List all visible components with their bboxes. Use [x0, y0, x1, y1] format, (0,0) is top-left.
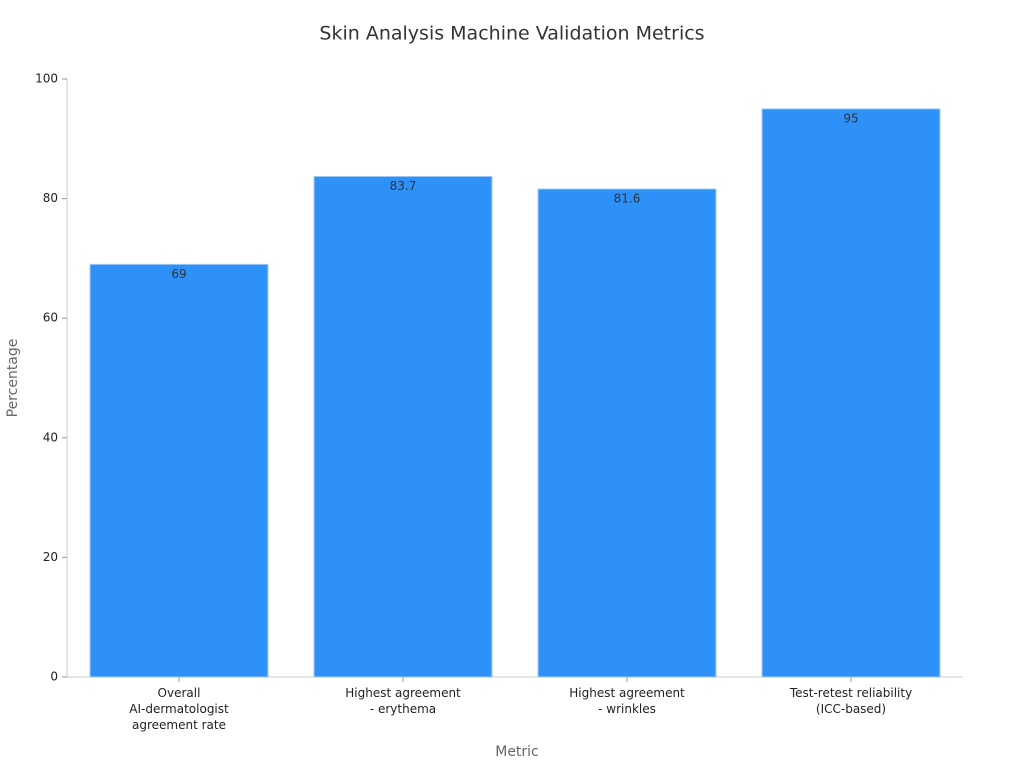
y-tick-label: 100 [35, 72, 58, 86]
value-label: 95 [843, 111, 858, 125]
y-tick-label: 20 [43, 550, 58, 564]
x-axis-title: Metric [495, 744, 539, 760]
bar [313, 175, 493, 678]
y-tick-label: 40 [43, 430, 58, 444]
y-axis-title: Percentage [5, 339, 21, 418]
y-tick-label: 0 [50, 670, 58, 684]
y-tick-label: 60 [43, 311, 58, 325]
value-label: 81.6 [614, 192, 641, 206]
chart-title: Skin Analysis Machine Validation Metrics [319, 23, 704, 45]
bar [761, 108, 941, 678]
bar [89, 263, 269, 678]
x-tick-label: Overall AI-dermatologist agreement rate [129, 686, 229, 732]
value-label: 83.7 [390, 179, 417, 193]
value-label: 69 [171, 267, 186, 281]
y-tick-label: 80 [43, 191, 58, 205]
bar [537, 188, 717, 678]
x-tick-label: Highest agreement - erythema [345, 686, 461, 716]
x-tick-label: Test-retest reliability (ICC-based) [789, 686, 912, 716]
x-tick-label: Highest agreement - wrinkles [569, 686, 685, 716]
